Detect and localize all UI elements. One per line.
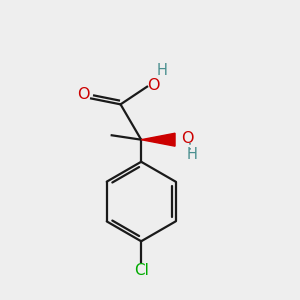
- Text: O: O: [77, 87, 90, 102]
- Text: H: H: [186, 147, 197, 162]
- Text: H: H: [157, 63, 168, 78]
- Text: Cl: Cl: [134, 263, 148, 278]
- Text: O: O: [181, 131, 194, 146]
- Text: O: O: [147, 78, 160, 93]
- Polygon shape: [141, 133, 175, 146]
